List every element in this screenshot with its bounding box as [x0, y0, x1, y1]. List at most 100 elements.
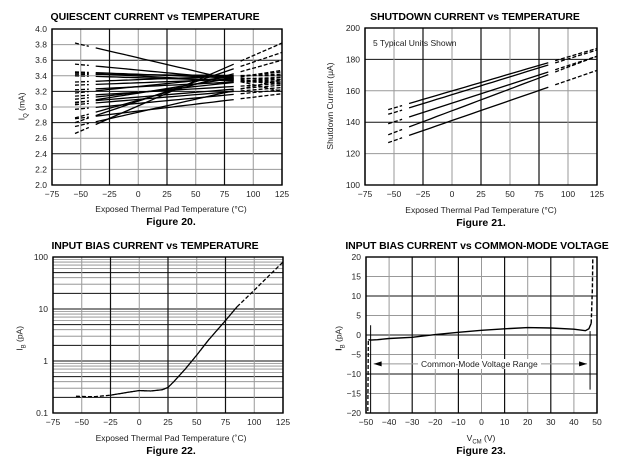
series-line-dashed — [74, 126, 90, 135]
x-axis-label: Exposed Thermal Pad Temperature (°C) — [405, 205, 557, 215]
series-line-dashed — [240, 51, 283, 68]
figure-caption: Figure 20. — [146, 216, 196, 228]
chart-title: QUIESCENT CURRENT vs TEMPERATURE — [50, 11, 260, 23]
y-tick-label: −20 — [347, 408, 362, 418]
x-tick-label: −75 — [45, 189, 60, 199]
plot-frame — [365, 256, 598, 414]
x-tick-label: −20 — [428, 417, 443, 427]
series-line-dashed — [74, 97, 89, 100]
y-tick-label: 140 — [346, 117, 360, 127]
y-tick-label: 180 — [346, 54, 360, 64]
series-line-dashed — [590, 256, 594, 324]
x-tick-label: 50 — [191, 189, 201, 199]
x-tick-label: 100 — [247, 417, 261, 427]
x-tick-label: −25 — [103, 417, 118, 427]
series-line — [95, 77, 234, 101]
y-tick-label: 15 — [352, 272, 362, 282]
series-line-dashed — [240, 86, 283, 92]
x-tick-label: −25 — [416, 189, 431, 199]
x-tick-label: 100 — [561, 189, 575, 199]
y-tick-label: 3.4 — [35, 71, 47, 81]
chart-fig21: SHUTDOWN CURRENT vs TEMPERATURE 100 120 14… — [310, 0, 620, 232]
series-line-dashed — [74, 83, 89, 86]
series-line — [110, 306, 238, 396]
range-arrow-right — [579, 361, 588, 367]
series-line — [408, 71, 549, 118]
y-tick-label: 3.8 — [35, 40, 47, 50]
y-tick-label: 2.0 — [35, 180, 47, 190]
series-line-dashed — [74, 113, 89, 119]
x-tick-label: 25 — [476, 189, 486, 199]
x-tick-label: 0 — [136, 189, 141, 199]
series-line-dashed — [240, 89, 283, 95]
series-line-dashed — [240, 93, 283, 100]
series-line-dashed — [240, 76, 283, 80]
series-line — [95, 73, 234, 77]
x-tick-label: −50 — [359, 417, 374, 427]
y-tick-label: 3.2 — [35, 86, 47, 96]
y-tick-label: 100 — [346, 180, 360, 190]
series-line — [95, 68, 234, 117]
series-line-dashed — [240, 59, 283, 73]
range-arrow-left — [373, 361, 382, 367]
series-line — [408, 62, 549, 105]
y-axis-label: Shutdown Current (μA) — [325, 62, 335, 150]
y-tick-label: −5 — [351, 350, 361, 360]
series-line — [95, 90, 234, 104]
y-tick-label: 2.4 — [35, 149, 47, 159]
y-axis-label: IQ (mA) — [16, 92, 30, 121]
series-line-dashed — [555, 49, 598, 64]
y-tick-label: 100 — [34, 252, 48, 262]
y-tick-label: 10 — [39, 304, 49, 314]
series-line-dashed — [240, 76, 283, 83]
chart-plot: 0.1 1 10 100 −75 −50 −25 0 25 50 75 100 125 — [34, 252, 291, 427]
chart-title: INPUT BIAS CURRENT vs COMMON-MODE VOLTAG… — [345, 240, 609, 252]
series-line — [95, 81, 234, 90]
figure-caption: Figure 23. — [456, 445, 506, 457]
x-axis-label: VCM (V) — [466, 433, 496, 446]
plot-frame — [51, 28, 283, 186]
series-line — [408, 64, 549, 109]
y-tick-label: −10 — [347, 369, 362, 379]
figure-caption: Figure 22. — [146, 445, 196, 457]
series-line-dashed — [75, 394, 111, 398]
plot-frame — [52, 256, 284, 414]
y-tick-label: 20 — [352, 252, 362, 262]
series-line — [95, 63, 234, 126]
y-tick-label: 3.6 — [35, 55, 47, 65]
series-line-dashed — [74, 80, 89, 83]
series-line — [95, 85, 234, 96]
x-tick-label: 20 — [523, 417, 533, 427]
series-line-dashed — [240, 42, 283, 62]
y-tick-label: 200 — [346, 23, 360, 33]
series-line-dashed — [74, 63, 89, 67]
x-tick-label: −75 — [46, 417, 61, 427]
x-tick-label: 100 — [246, 189, 260, 199]
chart-fig20: QUIESCENT CURRENT vs TEMPERATURE 2.0 2.2 2… — [0, 0, 310, 232]
x-tick-label: −10 — [451, 417, 466, 427]
x-tick-label: 40 — [569, 417, 579, 427]
series-line-dashed — [387, 137, 403, 144]
x-tick-label: 75 — [220, 189, 230, 199]
x-tick-label: 0 — [479, 417, 484, 427]
x-tick-label: 0 — [137, 417, 142, 427]
y-tick-label: −15 — [347, 389, 362, 399]
x-tick-label: 25 — [162, 189, 172, 199]
series-line — [95, 73, 234, 113]
series-line-dashed — [74, 117, 90, 124]
series-line-dashed — [388, 109, 403, 115]
x-tick-label: −25 — [102, 189, 117, 199]
chart-plot: 100 120 140 160 180 200 −75 −50 −25 0 25 50 75 100 125 — [346, 23, 605, 199]
y-tick-label: 4.0 — [35, 24, 47, 34]
x-axis-label: Exposed Thermal Pad Temperature (˚C) — [95, 433, 247, 443]
series-line-dashed — [74, 122, 89, 128]
series-line — [95, 76, 234, 92]
series-line-dashed — [74, 88, 89, 91]
x-tick-label: −50 — [387, 189, 402, 199]
x-tick-label: 125 — [275, 189, 289, 199]
y-tick-label: 0.1 — [36, 408, 48, 418]
series-line-dashed — [554, 55, 598, 73]
series-line — [95, 89, 234, 123]
series-line-dashed — [240, 79, 283, 90]
chart-annotation: 5 Typical Units Shown — [373, 38, 457, 48]
